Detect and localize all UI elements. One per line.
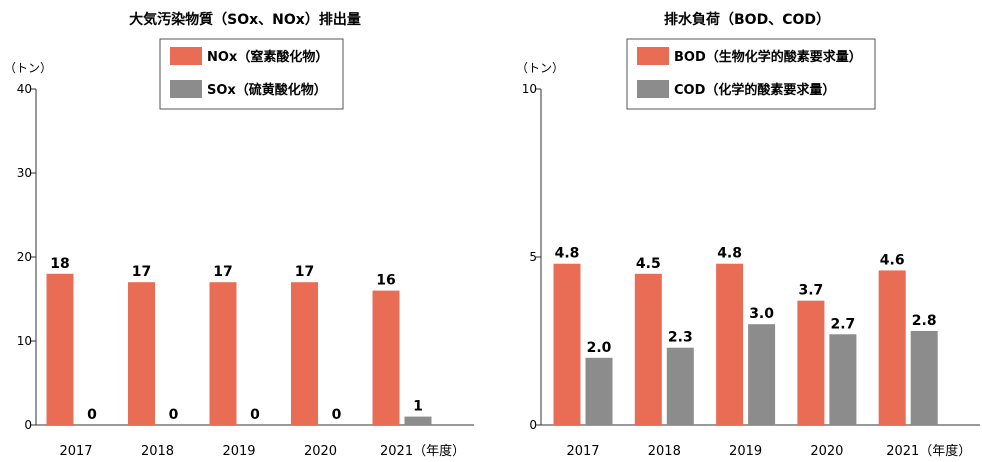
data-label: 0 <box>169 407 179 423</box>
y-tick-label: 0 <box>529 418 537 432</box>
plot-area: 0 5 10 4.8 2.0 2017 4.5 2.3 2018 4.8 3.0 2019 3.7 2.7… <box>522 82 980 459</box>
bar <box>666 347 694 425</box>
air-pollutants-chart: 大気汚染物質（SOx、NOx）排出量 （トン） NOx（窒素酸化物） SOx（硫… <box>4 11 474 459</box>
bar <box>634 273 662 425</box>
bar <box>748 324 776 425</box>
x-tick-label: 2018 <box>141 444 174 459</box>
x-axis-unit: （年度） <box>919 443 971 459</box>
bar <box>585 357 613 425</box>
y-axis-unit: （トン） <box>4 61 52 75</box>
x-tick-label: 2017 <box>566 444 599 459</box>
legend-swatch-cod <box>637 80 669 98</box>
chart-title: 大気汚染物質（SOx、NOx）排出量 <box>129 11 361 28</box>
wastewater-load-chart: 排水負荷（BOD、COD） （トン） BOD（生物化学的酸素要求量） COD（化… <box>516 11 980 459</box>
data-label: 2.7 <box>830 316 855 332</box>
legend: NOx（窒素酸化物） SOx（硫黄酸化物） <box>159 38 344 110</box>
legend: BOD（生物化学的酸素要求量） COD（化学的酸素要求量） <box>626 38 876 110</box>
legend-label-bod: BOD（生物化学的酸素要求量） <box>674 49 862 65</box>
y-tick-label: 5 <box>529 250 537 264</box>
x-axis-unit: （年度） <box>413 443 465 459</box>
bar <box>128 282 155 425</box>
y-tick-label: 10 <box>17 334 32 348</box>
data-label: 18 <box>50 256 69 272</box>
legend-swatch-nox <box>170 47 202 65</box>
x-tick-label: 2019 <box>729 444 762 459</box>
data-label: 0 <box>87 407 97 423</box>
y-tick-label: 40 <box>17 82 32 96</box>
chart-title: 排水負荷（BOD、COD） <box>664 11 830 28</box>
bar <box>716 263 744 425</box>
bar <box>46 273 74 425</box>
y-tick-label: 0 <box>24 418 32 432</box>
data-label: 1 <box>413 399 423 415</box>
bar <box>797 300 825 425</box>
data-label: 0 <box>250 407 260 423</box>
bar <box>878 270 906 425</box>
x-tick-label: 2017 <box>59 444 92 459</box>
data-label: 17 <box>295 264 314 280</box>
y-tick-label: 30 <box>17 166 32 180</box>
data-label: 4.8 <box>555 246 580 262</box>
x-tick-label: 2021（年度） <box>886 443 971 459</box>
data-label: 16 <box>376 273 395 289</box>
bar <box>372 290 400 425</box>
bar <box>404 416 432 425</box>
y-tick-label: 10 <box>522 82 537 96</box>
x-tick-label: 2019 <box>222 444 255 459</box>
x-tick-label: 2020 <box>304 444 337 459</box>
data-label: 4.8 <box>717 246 742 262</box>
data-label: 3.0 <box>749 306 774 322</box>
data-label: 17 <box>132 264 151 280</box>
data-label: 17 <box>213 264 232 280</box>
data-label: 3.7 <box>798 283 823 299</box>
legend-swatch-sox <box>170 80 202 98</box>
bar <box>209 282 237 425</box>
y-axis-unit: （トン） <box>516 61 564 75</box>
data-label: 4.5 <box>636 256 661 272</box>
data-label: 2.3 <box>668 330 693 346</box>
bar <box>291 282 318 425</box>
legend-label-sox: SOx（硫黄酸化物） <box>207 82 327 98</box>
data-label: 2.0 <box>587 340 612 356</box>
legend-label-nox: NOx（窒素酸化物） <box>207 49 328 65</box>
bar <box>553 263 581 425</box>
data-label: 2.8 <box>912 313 937 329</box>
y-tick-label: 20 <box>17 250 32 264</box>
plot-area: 0 10 20 30 40 18 0 2017 17 0 2018 17 0 2019 17 0 2020 16 1… <box>17 82 474 459</box>
bar <box>829 334 857 425</box>
legend-label-cod: COD（化学的酸素要求量） <box>674 82 835 98</box>
x-tick-label: 2018 <box>648 444 681 459</box>
legend-swatch-bod <box>637 47 669 65</box>
bar <box>910 330 938 425</box>
x-tick-label: 2021（年度） <box>380 443 465 459</box>
x-tick-label: 2020 <box>810 444 843 459</box>
data-label: 0 <box>332 407 342 423</box>
data-label: 4.6 <box>880 252 905 268</box>
